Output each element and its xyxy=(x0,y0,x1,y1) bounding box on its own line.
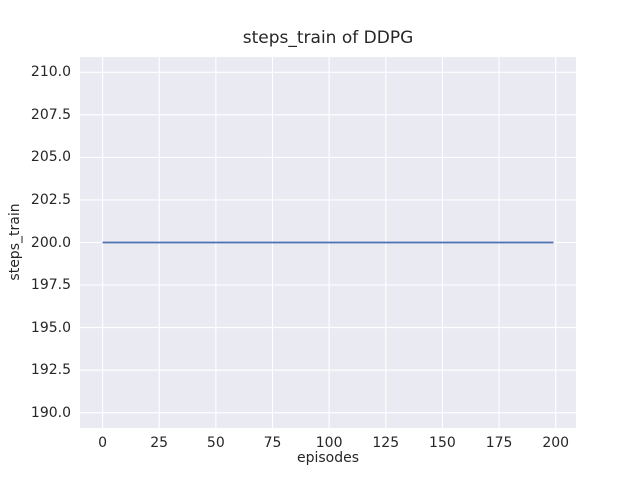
plot-area xyxy=(80,57,576,428)
x-tick-label: 200 xyxy=(542,435,570,451)
y-tick-label: 205.0 xyxy=(30,149,71,166)
x-tick-label: 125 xyxy=(372,435,400,451)
y-axis-label: steps_train xyxy=(7,203,23,281)
x-tick-label: 50 xyxy=(206,435,225,451)
x-tick-label: 100 xyxy=(315,435,343,451)
y-tick-label: 195.0 xyxy=(30,319,71,336)
chart-title: steps_train of DDPG xyxy=(242,28,414,48)
y-tick-label: 197.5 xyxy=(30,277,71,294)
plot-canvas xyxy=(80,57,576,428)
y-tick-label: 190.0 xyxy=(30,404,71,421)
y-tick-label: 207.5 xyxy=(30,106,71,123)
x-tick-label: 25 xyxy=(150,435,169,451)
x-tick-label: 175 xyxy=(485,435,513,451)
y-tick-label: 210.0 xyxy=(30,64,71,81)
x-tick-label: 150 xyxy=(429,435,456,451)
x-axis-label: episodes xyxy=(296,450,360,466)
x-tick-label: 0 xyxy=(98,435,107,451)
y-tick-label: 200.0 xyxy=(30,234,71,251)
x-tick-label: 75 xyxy=(263,435,282,451)
y-tick-label: 202.5 xyxy=(30,191,71,208)
y-tick-label: 192.5 xyxy=(30,362,71,379)
